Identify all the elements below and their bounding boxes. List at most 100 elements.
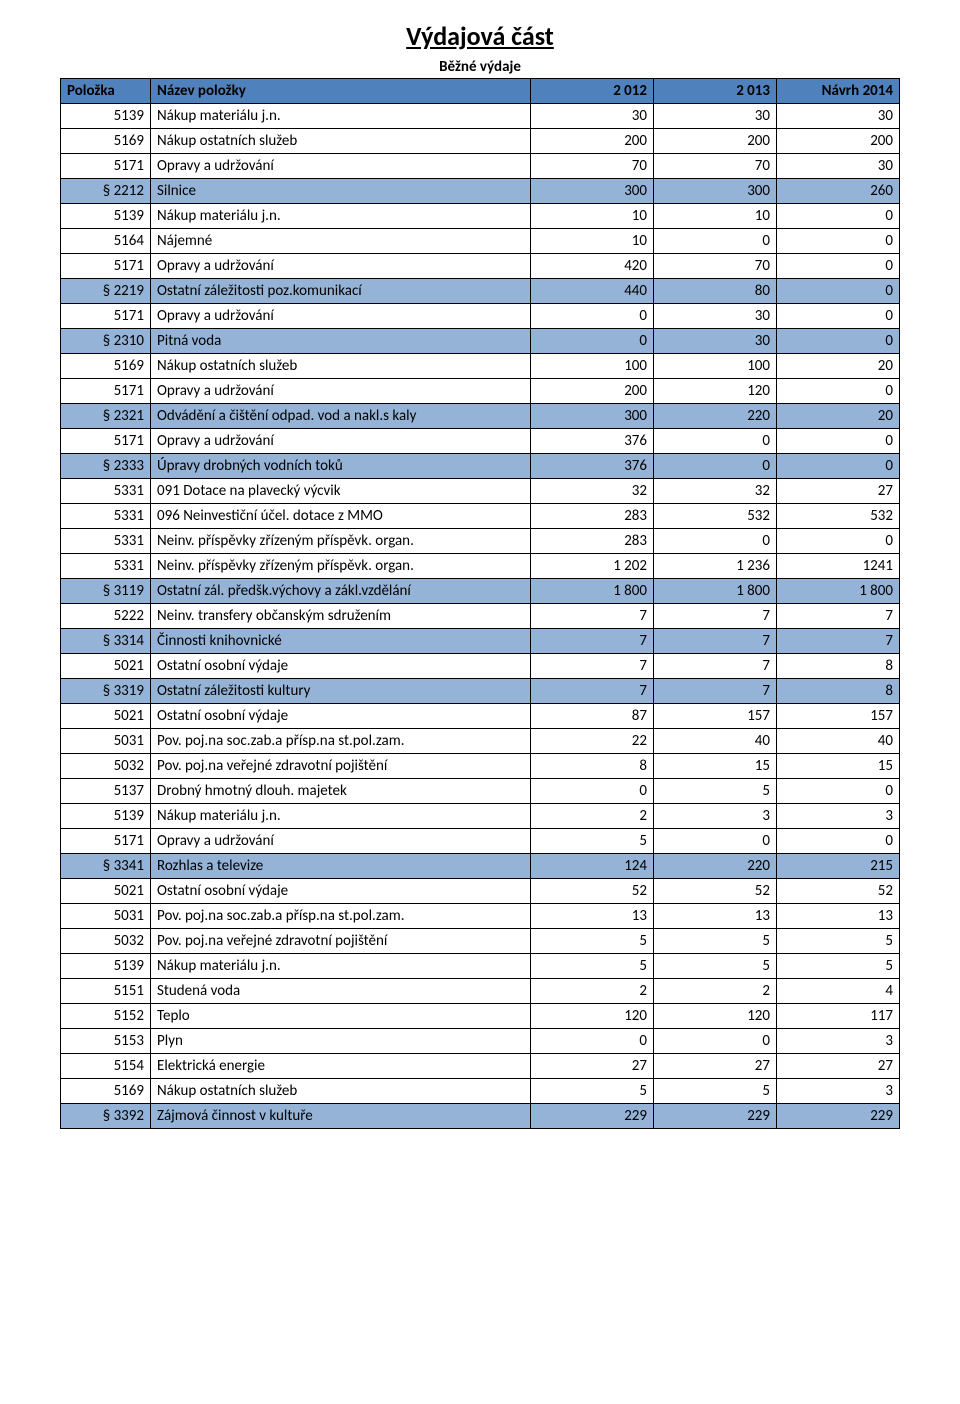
cell-value: 532 [654,504,777,529]
cell-value: 5 [654,954,777,979]
cell-code: 5171 [61,429,151,454]
table-row: 5139Nákup materiálu j.n.10100 [61,204,900,229]
cell-value: 532 [777,504,900,529]
cell-value: 70 [654,154,777,179]
cell-value: 30 [654,329,777,354]
table-row: 5171Opravy a udržování500 [61,829,900,854]
cell-value: 200 [654,129,777,154]
cell-value: 0 [531,1029,654,1054]
col-y2: 2 013 [654,79,777,104]
cell-value: 8 [777,679,900,704]
cell-name: 091 Dotace na plavecký výcvik [151,479,531,504]
cell-value: 0 [777,204,900,229]
cell-value: 5 [654,779,777,804]
col-name: Název položky [151,79,531,104]
cell-name: Opravy a udržování [151,379,531,404]
cell-value: 260 [777,179,900,204]
table-row: 5171Opravy a udržování707030 [61,154,900,179]
cell-code: 5171 [61,154,151,179]
cell-name: Pov. poj.na veřejné zdravotní pojištění [151,754,531,779]
cell-name: Zájmová činnost v kultuře [151,1104,531,1129]
cell-value: 200 [531,129,654,154]
table-row: 5331Neinv. příspěvky zřízeným příspěvk. … [61,554,900,579]
cell-value: 27 [777,1054,900,1079]
cell-name: Ostatní osobní výdaje [151,654,531,679]
cell-value: 7 [531,679,654,704]
cell-code: 5154 [61,1054,151,1079]
cell-value: 7 [777,604,900,629]
cell-value: 283 [531,529,654,554]
cell-name: Ostatní záležitosti poz.komunikací [151,279,531,304]
cell-code: § 2219 [61,279,151,304]
cell-value: 440 [531,279,654,304]
cell-value: 0 [777,329,900,354]
table-row: 5031Pov. poj.na soc.zab.a přísp.na st.po… [61,904,900,929]
cell-name: Neinv. transfery občanským sdružením [151,604,531,629]
cell-name: Pov. poj.na soc.zab.a přísp.na st.pol.za… [151,904,531,929]
cell-name: Drobný hmotný dlouh. majetek [151,779,531,804]
cell-value: 3 [654,804,777,829]
cell-code: 5021 [61,879,151,904]
cell-value: 1 236 [654,554,777,579]
cell-value: 120 [654,1004,777,1029]
cell-value: 0 [654,454,777,479]
table-row: 5171Opravy a udržování0300 [61,304,900,329]
cell-code: 5031 [61,904,151,929]
cell-name: Neinv. příspěvky zřízeným příspěvk. orga… [151,554,531,579]
col-y3: Návrh 2014 [777,79,900,104]
cell-name: Studená voda [151,979,531,1004]
cell-code: § 2310 [61,329,151,354]
cell-code: 5021 [61,654,151,679]
cell-value: 117 [777,1004,900,1029]
cell-value: 32 [531,479,654,504]
cell-name: Ostatní osobní výdaje [151,879,531,904]
cell-value: 52 [531,879,654,904]
cell-name: Opravy a udržování [151,829,531,854]
cell-code: § 2333 [61,454,151,479]
cell-name: Nákup ostatních služeb [151,129,531,154]
cell-name: Opravy a udržování [151,429,531,454]
cell-value: 200 [777,129,900,154]
cell-name: Činnosti knihovnické [151,629,531,654]
cell-value: 40 [777,729,900,754]
cell-name: Nákup materiálu j.n. [151,104,531,129]
cell-value: 7 [777,629,900,654]
table-row: 5171Opravy a udržování2001200 [61,379,900,404]
cell-code: 5021 [61,704,151,729]
cell-value: 7 [654,679,777,704]
cell-value: 5 [531,1079,654,1104]
table-row: 5164Nájemné1000 [61,229,900,254]
cell-code: 5171 [61,829,151,854]
cell-name: Pov. poj.na veřejné zdravotní pojištění [151,929,531,954]
cell-name: Neinv. příspěvky zřízeným příspěvk. orga… [151,529,531,554]
cell-code: 5222 [61,604,151,629]
section-row: § 2212Silnice300300260 [61,179,900,204]
cell-value: 100 [654,354,777,379]
table-row: 5331091 Dotace na plavecký výcvik323227 [61,479,900,504]
cell-value: 30 [654,304,777,329]
cell-value: 7 [654,604,777,629]
cell-value: 52 [654,879,777,904]
cell-value: 0 [654,1029,777,1054]
table-row: 5152Teplo120120117 [61,1004,900,1029]
table-row: 5032Pov. poj.na veřejné zdravotní pojišt… [61,754,900,779]
cell-name: 096 Neinvestiční účel. dotace z MMO [151,504,531,529]
section-row: § 2219Ostatní záležitosti poz.komunikací… [61,279,900,304]
cell-value: 5 [777,954,900,979]
cell-value: 4 [777,979,900,1004]
table-row: 5154Elektrická energie272727 [61,1054,900,1079]
cell-value: 200 [531,379,654,404]
table-row: 5021Ostatní osobní výdaje87157157 [61,704,900,729]
cell-name: Nákup ostatních služeb [151,354,531,379]
cell-value: 300 [654,179,777,204]
cell-value: 87 [531,704,654,729]
cell-value: 20 [777,404,900,429]
cell-name: Úpravy drobných vodních toků [151,454,531,479]
cell-value: 15 [654,754,777,779]
table-row: 5032Pov. poj.na veřejné zdravotní pojišt… [61,929,900,954]
cell-value: 27 [654,1054,777,1079]
table-row: 5139Nákup materiálu j.n.303030 [61,104,900,129]
cell-code: 5139 [61,954,151,979]
table-row: 5021Ostatní osobní výdaje525252 [61,879,900,904]
cell-value: 10 [531,204,654,229]
